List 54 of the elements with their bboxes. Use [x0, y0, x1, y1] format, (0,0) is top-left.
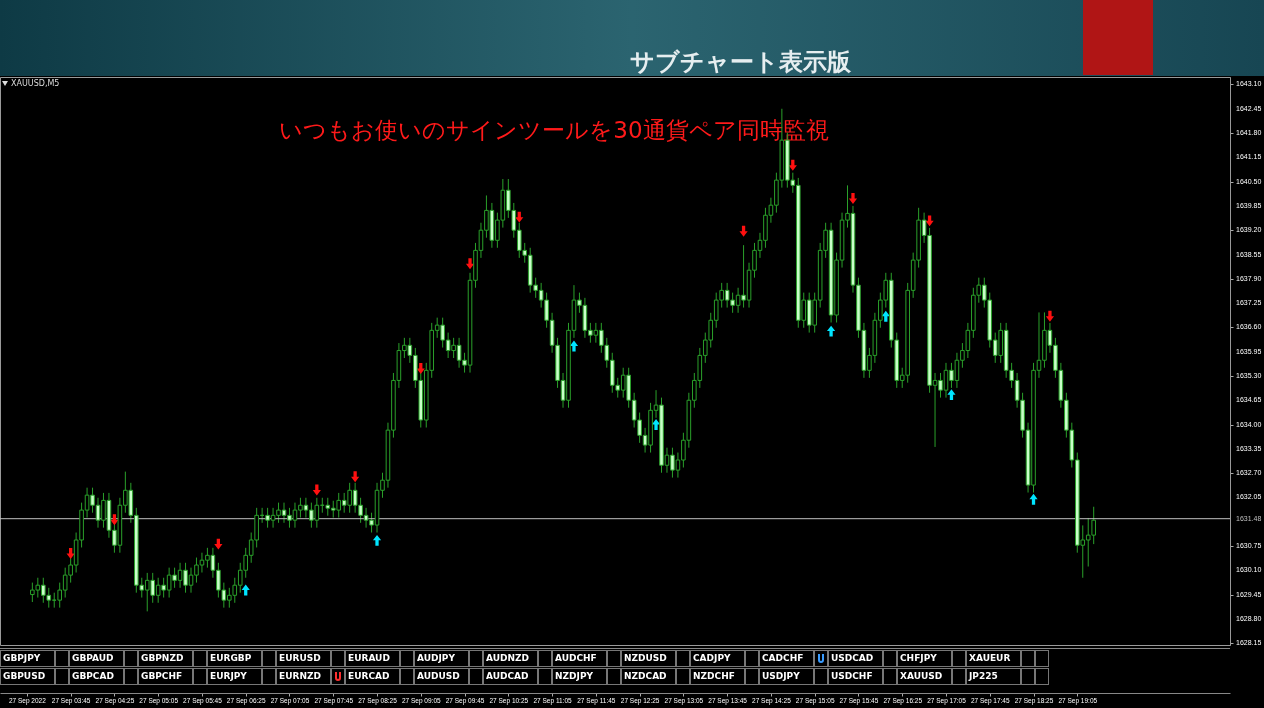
point [925, 215, 934, 227]
text: NZDJPY [552, 668, 607, 685]
text: GBPAUD [69, 650, 124, 667]
point [826, 325, 836, 337]
text: USDCHF [828, 668, 883, 685]
point [372, 534, 382, 546]
text: AUDCHF [552, 650, 607, 667]
text: GBPNZD [138, 650, 193, 667]
text: CHFJPY [897, 650, 952, 667]
point [312, 484, 321, 496]
point [569, 340, 579, 352]
point [351, 471, 360, 483]
text: XAUEUR [966, 650, 1021, 667]
text: NZDCHF [690, 668, 745, 685]
point [214, 538, 223, 550]
point [848, 192, 858, 204]
point [1029, 493, 1038, 505]
text: AUDJPY [414, 650, 469, 667]
text: GBPCAD [69, 668, 124, 685]
text: AUDUSD [414, 668, 469, 685]
point [881, 310, 890, 322]
chart-subtitle: XAUUSD,M5 [11, 79, 60, 88]
text: NZDCAD [621, 668, 676, 685]
text: EURJPY [207, 668, 262, 685]
text: EURCAD [345, 668, 400, 685]
text: GBPUSD [0, 668, 55, 685]
point [788, 159, 797, 171]
text: AUDCAD [483, 668, 538, 685]
text: XAUUSD [897, 668, 952, 685]
point [515, 211, 524, 223]
text: CADCHF [759, 650, 814, 667]
text: GBPJPY [0, 650, 55, 667]
text: JP225 [966, 668, 1021, 685]
text: EURNZD [276, 668, 331, 685]
text: EURAUD [345, 650, 400, 667]
point [739, 225, 748, 237]
text: CADJPY [690, 650, 745, 667]
text: USDJPY [759, 668, 814, 685]
point [66, 547, 75, 559]
point [465, 258, 475, 270]
text: NZDUSD [621, 650, 676, 667]
text: AUDNZD [483, 650, 538, 667]
text: EURGBP [207, 650, 262, 667]
point [947, 389, 956, 401]
text: GBPCHF [138, 668, 193, 685]
point [241, 584, 250, 596]
text: USDCAD [828, 650, 883, 667]
point [416, 363, 425, 374]
point [651, 419, 661, 430]
point [1045, 310, 1055, 322]
text: EURUSD [276, 650, 331, 667]
annotation: いつもお使いのサインツールを30通貨ペア同時監視 [279, 117, 829, 143]
chart-title: サブチャート表示版 [630, 47, 851, 78]
point [110, 514, 119, 526]
